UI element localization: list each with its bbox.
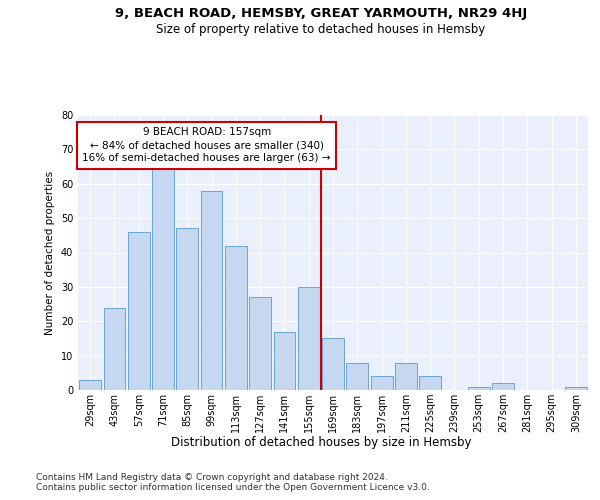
- Bar: [128, 232, 149, 390]
- Text: Contains HM Land Registry data © Crown copyright and database right 2024.
Contai: Contains HM Land Registry data © Crown c…: [36, 472, 430, 492]
- Text: 9, BEACH ROAD, HEMSBY, GREAT YARMOUTH, NR29 4HJ: 9, BEACH ROAD, HEMSBY, GREAT YARMOUTH, N…: [115, 8, 527, 20]
- Bar: [274, 332, 295, 390]
- Bar: [298, 287, 320, 390]
- Y-axis label: Number of detached properties: Number of detached properties: [45, 170, 55, 334]
- Bar: [225, 246, 247, 390]
- Text: 9 BEACH ROAD: 157sqm
← 84% of detached houses are smaller (340)
16% of semi-deta: 9 BEACH ROAD: 157sqm ← 84% of detached h…: [82, 127, 331, 164]
- Bar: [104, 308, 125, 390]
- Bar: [395, 362, 417, 390]
- Bar: [468, 386, 490, 390]
- Text: Size of property relative to detached houses in Hemsby: Size of property relative to detached ho…: [157, 22, 485, 36]
- Bar: [565, 386, 587, 390]
- Bar: [492, 383, 514, 390]
- Bar: [152, 160, 174, 390]
- Bar: [322, 338, 344, 390]
- Bar: [371, 376, 392, 390]
- Text: Distribution of detached houses by size in Hemsby: Distribution of detached houses by size …: [171, 436, 471, 449]
- Bar: [249, 297, 271, 390]
- Bar: [200, 190, 223, 390]
- Bar: [346, 362, 368, 390]
- Bar: [79, 380, 101, 390]
- Bar: [419, 376, 441, 390]
- Bar: [176, 228, 198, 390]
